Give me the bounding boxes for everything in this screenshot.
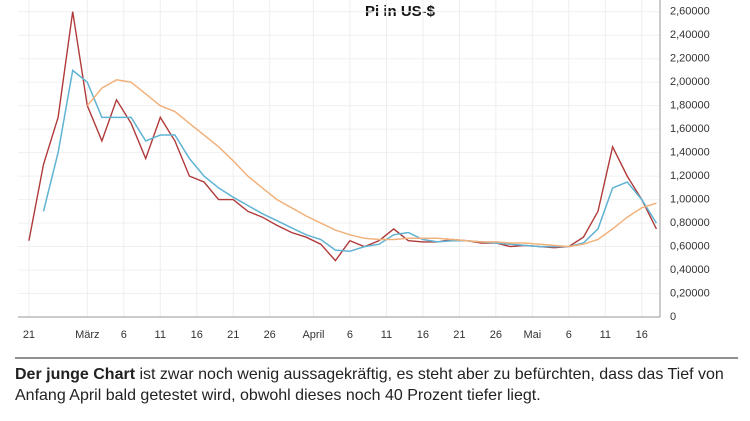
x-tick-label: 16	[191, 329, 203, 341]
caption-text: ist zwar noch wenig aussagekräftig, es s…	[15, 366, 724, 404]
y-tick-label: 2,00000	[670, 76, 710, 88]
y-tick-label: 1,60000	[670, 123, 710, 135]
y-tick-label: 1,80000	[670, 100, 710, 112]
x-tick-label: 6	[347, 329, 353, 341]
y-tick-label: 1,00000	[670, 193, 710, 205]
x-tick-label: 16	[636, 329, 648, 341]
x-tick-label: 26	[490, 329, 502, 341]
x-tick-label: Mai	[523, 329, 541, 341]
x-tick-label: 11	[155, 329, 166, 341]
y-tick-label: 0,40000	[670, 264, 710, 276]
x-tick-label: 11	[600, 329, 611, 341]
y-tick-label: 0,60000	[670, 240, 710, 252]
series-line	[86, 79, 657, 248]
x-tick-label: März	[75, 329, 99, 341]
y-tick-label: 1,40000	[670, 147, 710, 159]
x-tick-label: 21	[23, 329, 35, 341]
y-tick-label: 0	[670, 311, 676, 323]
caption: Der junge Chart ist zwar noch wenig auss…	[15, 364, 740, 406]
y-tick-label: 2,40000	[670, 29, 710, 41]
x-tick-label: 21	[453, 329, 465, 341]
y-tick-label: 0,80000	[670, 217, 710, 229]
x-tick-label: 6	[566, 329, 572, 341]
y-tick-label: 2,60000	[670, 6, 710, 18]
y-tick-label: 0,20000	[670, 287, 710, 299]
chart: Pi in US-$ 00,200000,400000,600000,80000…	[15, 0, 738, 359]
caption-bold: Der junge Chart	[15, 366, 136, 383]
x-tick-label: 6	[121, 329, 127, 341]
series-line	[42, 69, 658, 253]
x-tick-label: 26	[264, 329, 276, 341]
y-tick-label: 1,20000	[670, 170, 710, 182]
x-tick-label: 21	[227, 329, 239, 341]
x-tick-label: April	[302, 329, 324, 341]
x-tick-label: 11	[381, 329, 392, 341]
x-tick-label: 16	[417, 329, 429, 341]
y-tick-label: 2,20000	[670, 53, 710, 65]
